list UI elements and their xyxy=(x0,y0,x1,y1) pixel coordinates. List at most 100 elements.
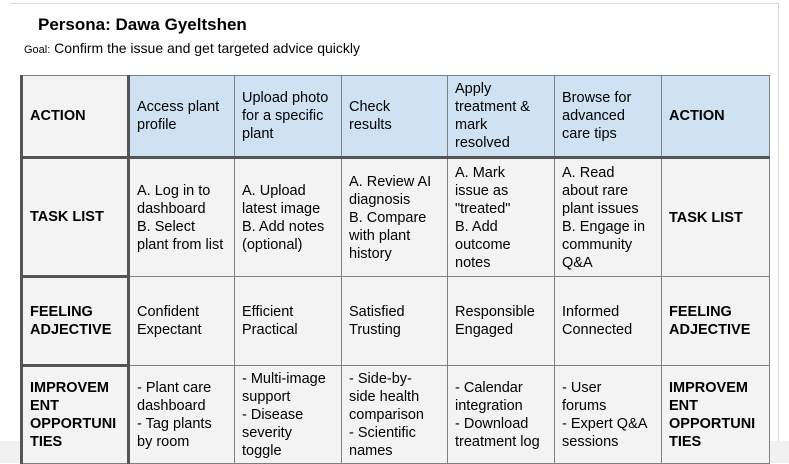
cell-line: (optional) xyxy=(242,236,303,253)
cell-line: ENT xyxy=(30,398,59,414)
cell-line: names xyxy=(349,442,393,459)
cell-line: latest image xyxy=(242,200,321,217)
cell-line: Confident xyxy=(137,304,200,320)
cell-line: Check xyxy=(349,99,391,115)
cell-line: A. Review AI xyxy=(349,173,432,190)
improvement-cell: - Side-by-side health comparison - Scienti… xyxy=(341,365,448,464)
cell-line: diagnosis xyxy=(349,191,411,208)
cell-line: issue as xyxy=(455,182,509,199)
cell-line: A. Log in to xyxy=(137,182,211,199)
cell-line: care tips xyxy=(562,126,617,142)
feeling-row: FEELING ADJECTIVE Confident Expectant Effi… xyxy=(20,275,770,366)
cell-line: plant xyxy=(242,126,274,142)
cell-line: B. Compare xyxy=(349,209,427,226)
feeling-cell: Confident Expectant xyxy=(127,276,235,366)
journey-map-table: ACTION Access plant profile Upload photo f… xyxy=(20,75,770,464)
cell-line: dashboard xyxy=(137,200,206,217)
cell-line: - Multi-image xyxy=(242,370,326,387)
cell-line: - Plant care xyxy=(137,379,212,396)
cell-line: Engaged xyxy=(455,322,514,338)
document-frame xyxy=(10,3,779,461)
cell-line: Expectant xyxy=(137,322,202,338)
cell-line: "treated" xyxy=(455,200,511,217)
cell-line: for a specific xyxy=(242,108,324,124)
cell-line: mark xyxy=(455,117,488,133)
cell-line: comparison xyxy=(349,406,424,423)
cell-line: - Tag plants xyxy=(137,415,212,432)
cell-line: B. Add notes xyxy=(242,218,325,235)
cell-line: toggle xyxy=(242,442,282,459)
row-header-action: ACTION xyxy=(20,75,129,158)
cell-line: outcome xyxy=(455,236,511,253)
cell-line: ADJECTIVE xyxy=(30,322,112,338)
cell-line: Efficient xyxy=(242,304,294,320)
cell-line: FEELING xyxy=(30,304,93,320)
cell-line: about rare xyxy=(562,182,629,199)
cell-line: FEELING xyxy=(669,304,732,320)
cell-line: integration xyxy=(455,397,523,414)
cell-line: - Calendar xyxy=(455,379,523,396)
cell-line: Informed xyxy=(562,304,620,320)
cell-line: by room xyxy=(137,433,190,450)
cell-line: Q&A xyxy=(562,254,593,271)
cell-line: IMPROVEM xyxy=(669,379,748,396)
goal-text: Confirm the issue and get targeted advic… xyxy=(50,40,361,56)
action-cell: Upload photo for a specific plant xyxy=(234,75,342,158)
cell-line: Browse for xyxy=(562,90,632,106)
action-row: ACTION Access plant profile Upload photo f… xyxy=(20,75,770,158)
cell-line: OPPORTUNI xyxy=(30,416,117,432)
task-cell: A. Read about rare plant issues B. Engage i… xyxy=(554,156,662,277)
cell-line: forums xyxy=(562,397,607,414)
task-row: TASK LIST A. Log in to dashboard B. Select… xyxy=(20,156,770,277)
cell-line: Practical xyxy=(242,322,298,338)
cell-line: Connected xyxy=(562,322,633,338)
feeling-cell: Satisfied Trusting xyxy=(341,276,448,366)
cell-line: - Expert Q&A xyxy=(562,415,648,432)
cell-line: severity xyxy=(242,424,292,441)
cell-line: dashboard xyxy=(137,397,206,414)
cell-line: OPPORTUNI xyxy=(669,415,756,432)
cell-line: support xyxy=(242,388,291,405)
cell-line: B. Add xyxy=(455,218,498,235)
cell-line: - Disease xyxy=(242,406,304,423)
improvement-row: IMPROVEM ENT OPPORTUNI TIES - Plant care das… xyxy=(20,364,770,464)
row-header-task-list-right: TASK LIST xyxy=(661,156,770,277)
cell-line: with plant xyxy=(349,227,411,244)
cell-line: side health xyxy=(349,388,420,405)
task-cell: A. Review AI diagnosis B. Compare with plan… xyxy=(341,156,448,277)
action-cell: Apply treatment & mark resolved xyxy=(447,75,555,158)
cell-line: resolved xyxy=(455,135,510,151)
cell-line: sessions xyxy=(562,433,619,450)
cell-line: plant from list xyxy=(137,236,224,253)
cell-line: Access plant xyxy=(137,99,220,115)
improvement-cell: - Multi-image support - Disease severity tog… xyxy=(234,365,342,464)
cell-line: advanced xyxy=(562,108,625,124)
improvement-cell: - Calendar integration - Download treatment… xyxy=(447,365,555,464)
cell-line: - Scientific xyxy=(349,424,416,441)
task-cell: A. Log in to dashboard B. Select plant from… xyxy=(127,156,235,277)
goal-line: Goal: Confirm the issue and get targeted… xyxy=(24,40,360,56)
goal-label: Goal: xyxy=(24,44,51,56)
improvement-cell: - Plant care dashboard - Tag plants by room xyxy=(127,365,235,464)
cell-line: IMPROVEM xyxy=(30,380,109,396)
row-header-improvement: IMPROVEM ENT OPPORTUNI TIES xyxy=(20,364,129,464)
cell-line: TIES xyxy=(669,433,702,450)
action-cell: Check results xyxy=(341,75,448,158)
feeling-cell: Informed Connected xyxy=(554,276,662,366)
cell-line: B. Select xyxy=(137,218,196,235)
cell-line: plant issues xyxy=(562,200,639,217)
cell-line: notes xyxy=(455,254,491,271)
cell-line: treatment log xyxy=(455,433,540,450)
cell-line: profile xyxy=(137,117,177,133)
cell-line: Apply xyxy=(455,81,492,97)
cell-line: A. Read xyxy=(562,164,615,181)
row-header-feeling-right: FEELING ADJECTIVE xyxy=(661,276,770,366)
action-cell: Browse for advanced care tips xyxy=(554,75,662,158)
persona-title: Persona: Dawa Gyeltshen xyxy=(38,15,247,34)
cell-line: - User xyxy=(562,379,602,396)
cell-line: history xyxy=(349,245,392,262)
cell-line: ENT xyxy=(669,397,698,414)
cell-line: - Download xyxy=(455,415,529,432)
feeling-cell: Efficient Practical xyxy=(234,276,342,366)
row-header-action-right: ACTION xyxy=(661,75,770,158)
